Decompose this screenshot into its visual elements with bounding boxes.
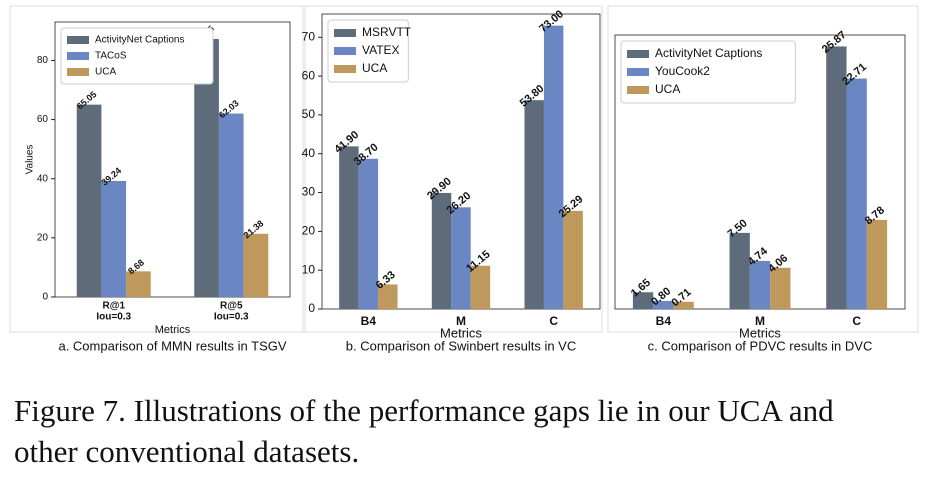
bar [339,146,359,309]
x-tick-label: Iou=0.3 [214,312,249,323]
legend-label: ActivityNet Captions [95,35,184,46]
bar [243,233,269,297]
bar [729,232,750,309]
bar [866,219,888,309]
bar [632,292,654,309]
y-tick-label: 60 [302,68,316,82]
bar [524,100,544,309]
y-tick-label: 20 [37,233,49,244]
bar [76,104,102,297]
legend-label: YouCook2 [655,64,710,78]
x-axis-label: Metrics [739,325,781,340]
bar [673,301,694,309]
y-tick-label: 0 [308,301,315,315]
bar [846,78,867,309]
legend-label: UCA [95,67,116,78]
plot-frame [54,21,291,298]
bar [101,180,127,297]
x-tick-label: B4 [656,314,672,328]
x-tick-label: R@5 [220,301,243,312]
y-tick-label: 40 [37,173,49,184]
bar [378,284,398,309]
legend-swatch [334,29,356,37]
x-tick-label: C [852,314,861,328]
legend-swatch [627,86,649,94]
legend-swatch [334,47,356,55]
legend-label: MSRVTT [362,25,412,39]
legend-label: ActivityNet Captions [655,46,762,60]
bar [770,267,791,309]
legend-swatch [67,68,89,76]
bar [358,158,379,309]
y-axis-label: Values [25,145,36,175]
x-tick-label: M [456,314,466,328]
chart-caption: a. Comparison of MMN results in TSGV [58,338,286,353]
y-tick-label: 30 [302,185,316,199]
legend-box [620,40,796,104]
x-tick-label: R@1 [102,301,125,312]
legend-swatch [627,50,649,58]
bar [431,192,452,309]
bar [451,207,471,309]
x-tick-label: B4 [361,314,377,328]
y-tick-label: 10 [302,262,316,276]
y-tick-label: 40 [302,146,316,160]
legend-label: UCA [362,61,387,75]
figure-caption: Figure 7. Illustrations of the performan… [14,393,834,428]
y-tick-label: 50 [302,107,316,121]
x-axis-label: Metrics [440,325,482,340]
legend-swatch [627,68,649,76]
figure-caption: other conventional datasets. [14,434,359,469]
x-tick-label: Iou=0.3 [96,312,131,323]
y-tick-label: 20 [302,224,316,238]
y-tick-label: 60 [37,114,49,125]
bar [826,46,847,309]
chart-caption: c. Comparison of PDVC results in DVC [648,338,873,353]
legend-swatch [67,52,89,60]
chart-caption: b. Comparison of Swinbert results in VC [346,338,576,353]
bar [543,25,564,309]
legend-box [60,27,214,85]
y-tick-label: 80 [37,55,49,66]
bar [218,113,244,297]
x-axis-label: Metrics [155,324,191,336]
legend-label: VATEX [362,43,400,57]
bar [653,300,674,309]
x-tick-label: C [549,314,558,328]
legend-label: UCA [655,82,680,96]
x-tick-label: M [755,314,765,328]
legend-swatch [67,36,89,44]
legend-swatch [334,65,356,73]
y-tick-label: 0 [42,292,48,303]
panel-frame [607,5,919,333]
bar [470,265,491,309]
bar [563,210,583,309]
bar [749,260,771,309]
panel-frame [304,5,603,333]
panel-frame [9,5,304,333]
y-tick-label: 70 [302,29,316,43]
legend-label: TACoS [95,51,127,62]
bar [126,271,151,297]
